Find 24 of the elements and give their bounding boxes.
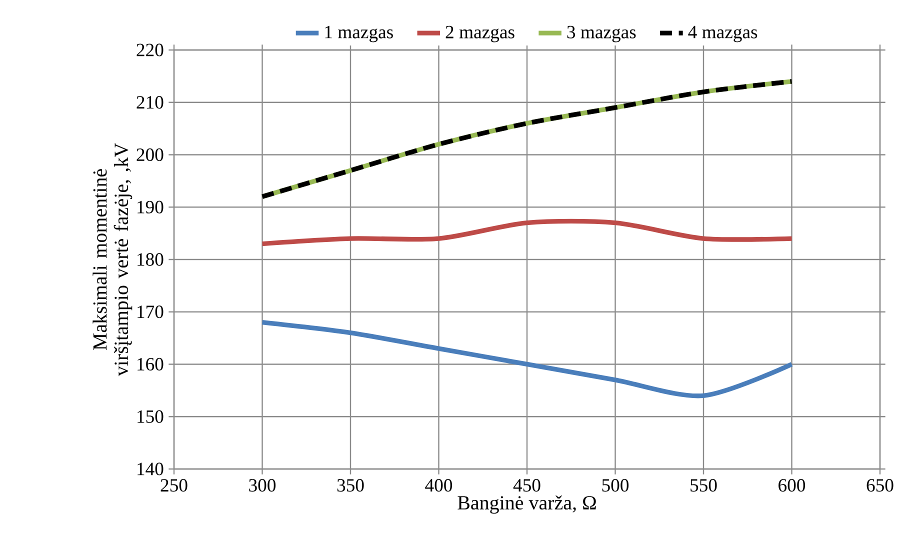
- x-tick-label: 600: [778, 479, 806, 492]
- y-tick-label: 210: [136, 96, 164, 109]
- x-tick-label: 250: [160, 479, 188, 492]
- y-tick-label: 170: [138, 306, 164, 318]
- y-tick-label: 180: [138, 253, 164, 266]
- x-tick-label: 400: [425, 479, 452, 492]
- y-tick-label: 200: [136, 148, 164, 162]
- legend-label: 1 mazgas: [325, 26, 393, 42]
- y-axis-title: Maksimali momentinė viršįtampio vertė fazėje, ,kV: [92, 143, 132, 376]
- x-tick-label: 550: [690, 479, 717, 492]
- legend-label: 3 mazgas: [567, 26, 636, 42]
- legend-label: 4 mazgas: [688, 26, 758, 42]
- x-tick-label: 650: [866, 479, 894, 492]
- x-axis-title: Banginė varža, Ω: [458, 495, 596, 514]
- legend-label: 2 mazgas: [446, 26, 514, 42]
- y-tick-label: 220: [136, 44, 164, 56]
- y-tick-label: 160: [138, 358, 164, 371]
- y-tick-label: 190: [138, 200, 164, 214]
- x-tick-label: 300: [249, 479, 276, 492]
- x-tick-label: 500: [602, 479, 629, 492]
- y-tick-label: 150: [138, 410, 164, 423]
- x-tick-label: 450: [513, 479, 540, 492]
- y-tick-label: 140: [138, 462, 164, 476]
- x-tick-label: 350: [337, 479, 364, 492]
